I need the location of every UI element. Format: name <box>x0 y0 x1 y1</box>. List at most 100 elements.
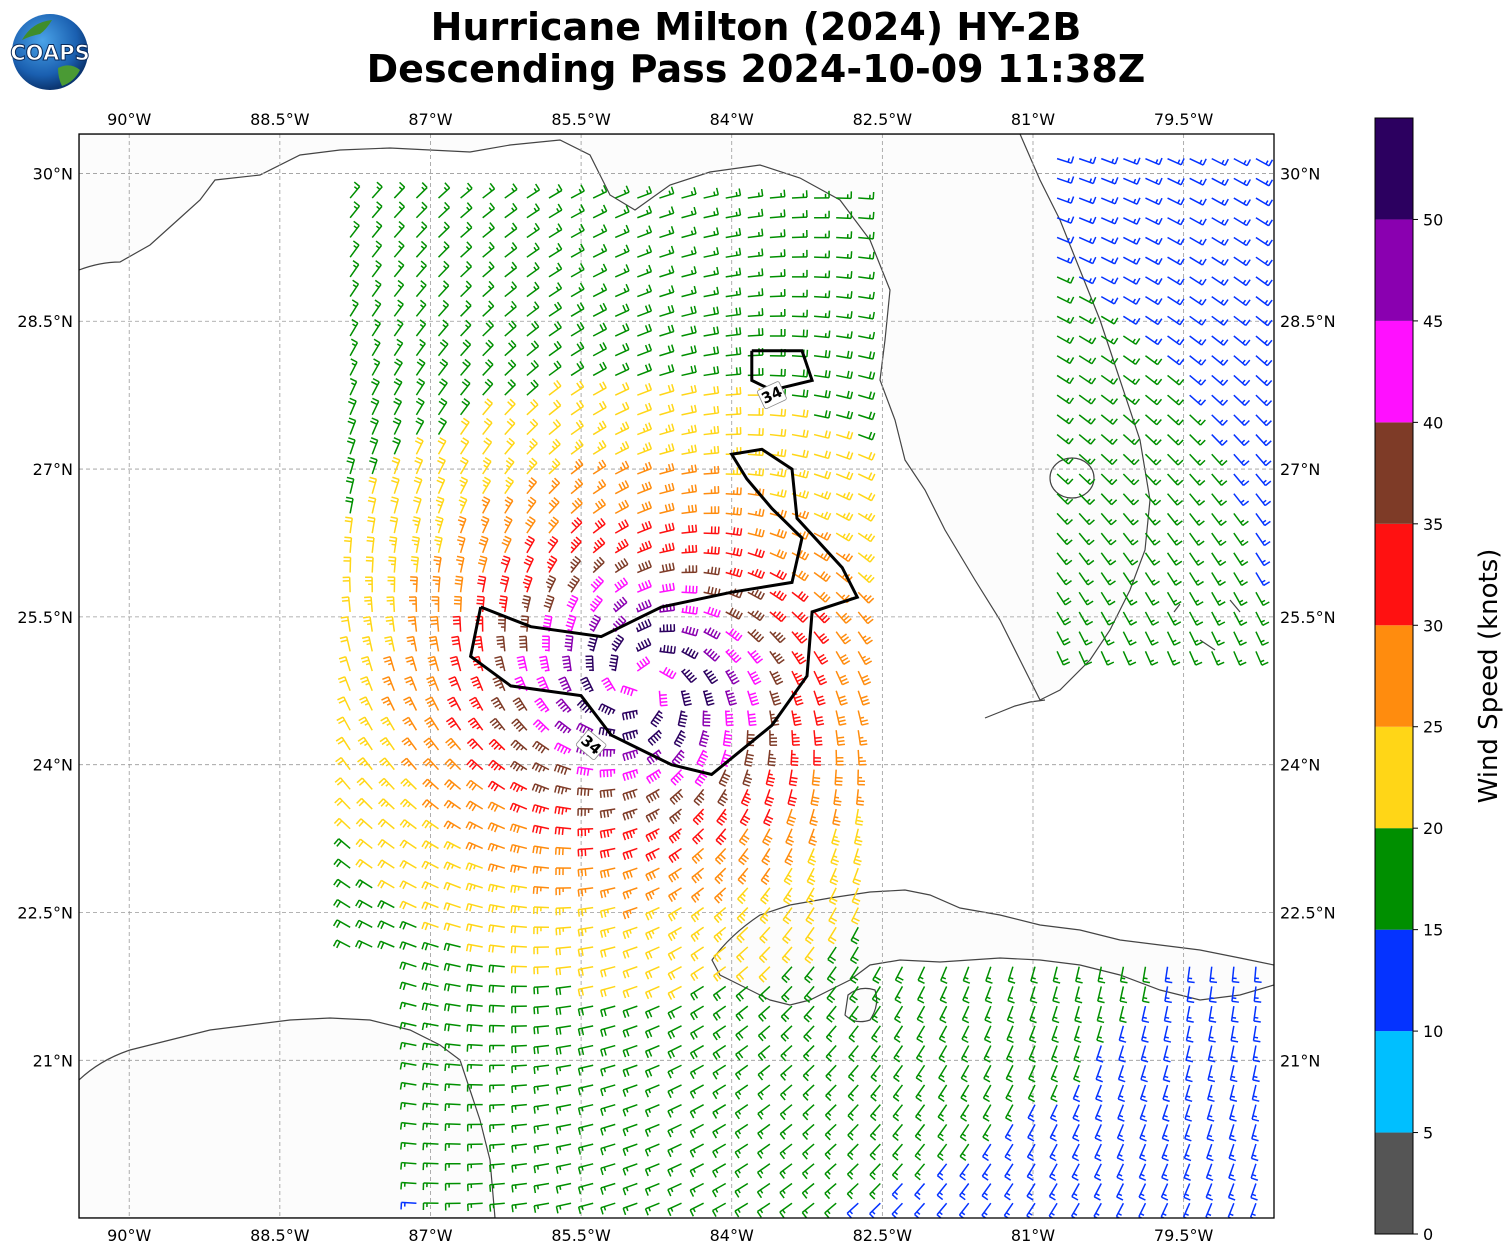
wind-barb <box>509 843 528 854</box>
wind-barb <box>811 769 821 787</box>
wind-barb <box>357 757 373 771</box>
wind-barb <box>894 966 904 984</box>
wind-barb <box>740 789 752 807</box>
wind-barb <box>555 1103 572 1115</box>
wind-barb <box>489 1103 505 1113</box>
wind-barb <box>565 614 577 632</box>
wind-barb <box>1162 1084 1170 1103</box>
wind-barb <box>1094 1143 1102 1162</box>
wind-barb <box>779 1143 793 1160</box>
wind-barb <box>689 1202 704 1217</box>
wind-barb <box>377 839 395 850</box>
wind-barb <box>377 899 395 909</box>
bahamas <box>1173 599 1241 651</box>
wind-barb <box>1030 966 1038 984</box>
wind-barb <box>510 905 527 914</box>
x-tick-label-bottom: 84°W <box>710 1226 754 1245</box>
wind-barb <box>622 985 638 999</box>
wind-barb <box>473 635 484 652</box>
wind-barb <box>1161 1104 1170 1122</box>
wind-barb <box>577 1025 594 1036</box>
wind-barb <box>736 907 749 924</box>
wind-barb <box>600 1064 616 1077</box>
wind-barb <box>835 749 844 766</box>
wind-barb <box>1005 1084 1014 1103</box>
wind-barb <box>421 1002 439 1011</box>
wind-barb <box>734 1064 749 1081</box>
wind-barb <box>407 615 418 632</box>
wind-barb <box>555 1182 572 1194</box>
wind-barb <box>1117 1104 1125 1122</box>
wind-barb <box>1253 966 1262 984</box>
wind-barb <box>690 985 705 1001</box>
y-tick-label-right: 28.5°N <box>1280 312 1336 331</box>
wind-barb <box>644 1123 660 1137</box>
wind-barb <box>542 635 550 652</box>
wind-barb <box>466 1063 483 1072</box>
wind-barb <box>389 536 398 553</box>
wind-barb <box>712 1104 727 1119</box>
x-tick-label-bottom: 90°W <box>107 1226 151 1245</box>
wind-barb <box>622 828 638 841</box>
wind-barb <box>510 925 527 934</box>
wind-barb <box>489 1163 505 1172</box>
yucatan <box>79 1017 496 1218</box>
wind-barb <box>443 1003 461 1012</box>
wind-barb <box>734 1182 749 1198</box>
wind-barb <box>894 1005 904 1024</box>
wind-barb <box>667 1123 682 1138</box>
wind-barb <box>443 861 461 871</box>
wind-barb <box>577 847 594 857</box>
wind-barb <box>622 749 639 762</box>
wind-barb <box>359 696 373 711</box>
wind-barb <box>757 1123 771 1140</box>
wind-barb <box>335 736 351 751</box>
wind-barb <box>690 966 705 982</box>
wind-barb <box>1119 986 1128 1004</box>
wind-barb <box>825 1084 837 1102</box>
wind-barb <box>487 863 505 872</box>
wind-barb <box>870 1064 881 1082</box>
wind-barb <box>1119 1005 1127 1024</box>
wind-barb <box>487 822 506 833</box>
wind-barb <box>915 1045 926 1063</box>
wind-barb <box>758 946 771 964</box>
wind-barb <box>611 634 625 652</box>
wind-barb <box>466 1083 483 1092</box>
wind-barb <box>1100 651 1115 666</box>
wind-barb <box>1049 1163 1058 1181</box>
wind-barb <box>769 569 788 581</box>
wind-barb <box>983 1064 992 1083</box>
colorbar-segment <box>1375 422 1413 524</box>
wind-barb <box>384 635 396 652</box>
wind-barb <box>1078 651 1093 666</box>
wind-barb <box>600 1123 616 1136</box>
wind-barb <box>511 1103 527 1114</box>
wind-barb <box>488 1004 505 1013</box>
wind-barb <box>1229 1104 1237 1122</box>
wind-barb <box>742 769 753 787</box>
wind-barb <box>1078 631 1093 646</box>
wind-barb <box>959 1163 970 1181</box>
wind-barb <box>747 710 757 727</box>
wind-barb <box>381 696 395 711</box>
wind-barb <box>855 789 865 806</box>
wind-barb <box>533 926 549 935</box>
x-tick-label-top: 90°W <box>107 110 151 129</box>
wind-barb <box>489 717 506 731</box>
wind-barb <box>531 804 550 814</box>
wind-barb <box>1228 1143 1237 1162</box>
wind-barb <box>712 1064 727 1080</box>
wind-barb <box>769 650 785 665</box>
wind-barb <box>577 926 594 937</box>
wind-barb <box>805 887 815 906</box>
wind-barb <box>466 963 483 972</box>
wind-barb <box>1161 1124 1170 1142</box>
wind-barb <box>961 1025 970 1044</box>
wind-barb <box>758 966 771 983</box>
wind-barb <box>717 788 728 807</box>
wind-barb <box>1183 1143 1192 1162</box>
wind-barb <box>355 818 373 830</box>
wind-barb <box>870 1084 881 1102</box>
wind-barb <box>465 862 483 871</box>
